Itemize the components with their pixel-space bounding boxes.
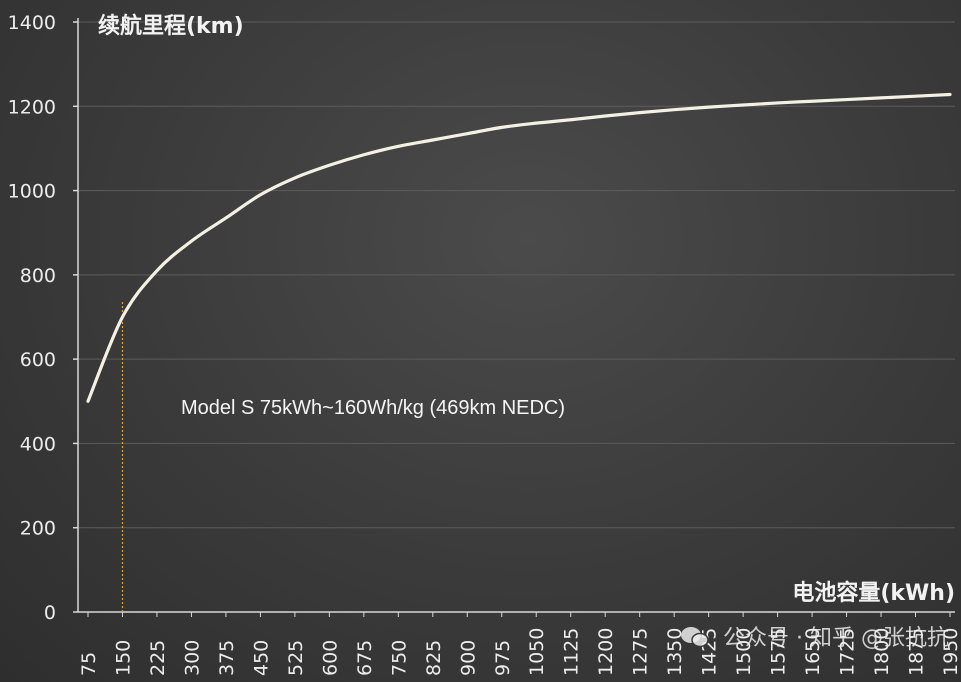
- x-tick-label: 1950: [940, 628, 961, 676]
- y-tick-label: 0: [44, 602, 56, 624]
- x-tick-label: 1125: [561, 628, 583, 676]
- x-tick-label: 450: [250, 640, 272, 676]
- y-tick-label: 600: [20, 349, 56, 371]
- y-tick-labels: 0 200 400 600 800 1000 1200 1400: [8, 12, 56, 624]
- x-axis-label: 电池容量(kWh): [792, 580, 955, 606]
- x-tick-label: 675: [354, 640, 376, 676]
- watermark: 公众号 · 知乎 @张抗抗: [680, 620, 949, 652]
- annotation-text: Model S 75kWh~160Wh/kg (469km NEDC): [181, 397, 565, 419]
- y-tick-label: 400: [20, 433, 56, 455]
- grid-lines: [78, 21, 955, 529]
- watermark-text: 公众号 · 知乎 @张抗抗: [723, 626, 949, 651]
- x-tick-label: 975: [492, 640, 514, 676]
- x-tick-label: 900: [457, 640, 479, 676]
- x-tick-label: 1275: [630, 628, 652, 676]
- x-tick-label: 1875: [906, 628, 928, 676]
- x-tick-label: 300: [181, 640, 203, 676]
- x-tick-label: 225: [147, 640, 169, 676]
- x-tick-label: 750: [388, 640, 410, 676]
- x-tick-label: 1575: [768, 628, 790, 676]
- x-tick-label: 525: [285, 640, 307, 676]
- axes: [73, 18, 955, 617]
- x-tick-label: 1350: [664, 628, 686, 676]
- y-axis-label: 续航里程(km): [98, 13, 244, 39]
- y-tick-label: 1200: [8, 96, 56, 118]
- series-line: [86, 92, 952, 403]
- x-tick-label: 1725: [837, 628, 859, 676]
- x-tick-label: 825: [423, 640, 445, 676]
- x-tick-label: 1650: [802, 628, 824, 676]
- x-tick-label: 75: [78, 652, 100, 676]
- y-tick-label: 200: [20, 518, 56, 540]
- x-tick-labels: 75 150 225 300 375 450 525 600 675 750 825 900 975 10…: [78, 628, 961, 676]
- y-tick-label: 1000: [8, 181, 56, 203]
- x-tick-label: 150: [112, 640, 134, 676]
- x-tick-label: 1200: [595, 628, 617, 676]
- x-tick-label: 600: [319, 640, 341, 676]
- wechat-icon: [680, 625, 710, 649]
- x-tick-label: 1500: [733, 628, 755, 676]
- y-tick-label: 800: [20, 265, 56, 287]
- x-tick-label: 1050: [526, 628, 548, 676]
- x-tick-label: 1800: [871, 628, 893, 676]
- y-tick-label: 1400: [8, 12, 56, 34]
- x-tick-label: 375: [216, 640, 238, 676]
